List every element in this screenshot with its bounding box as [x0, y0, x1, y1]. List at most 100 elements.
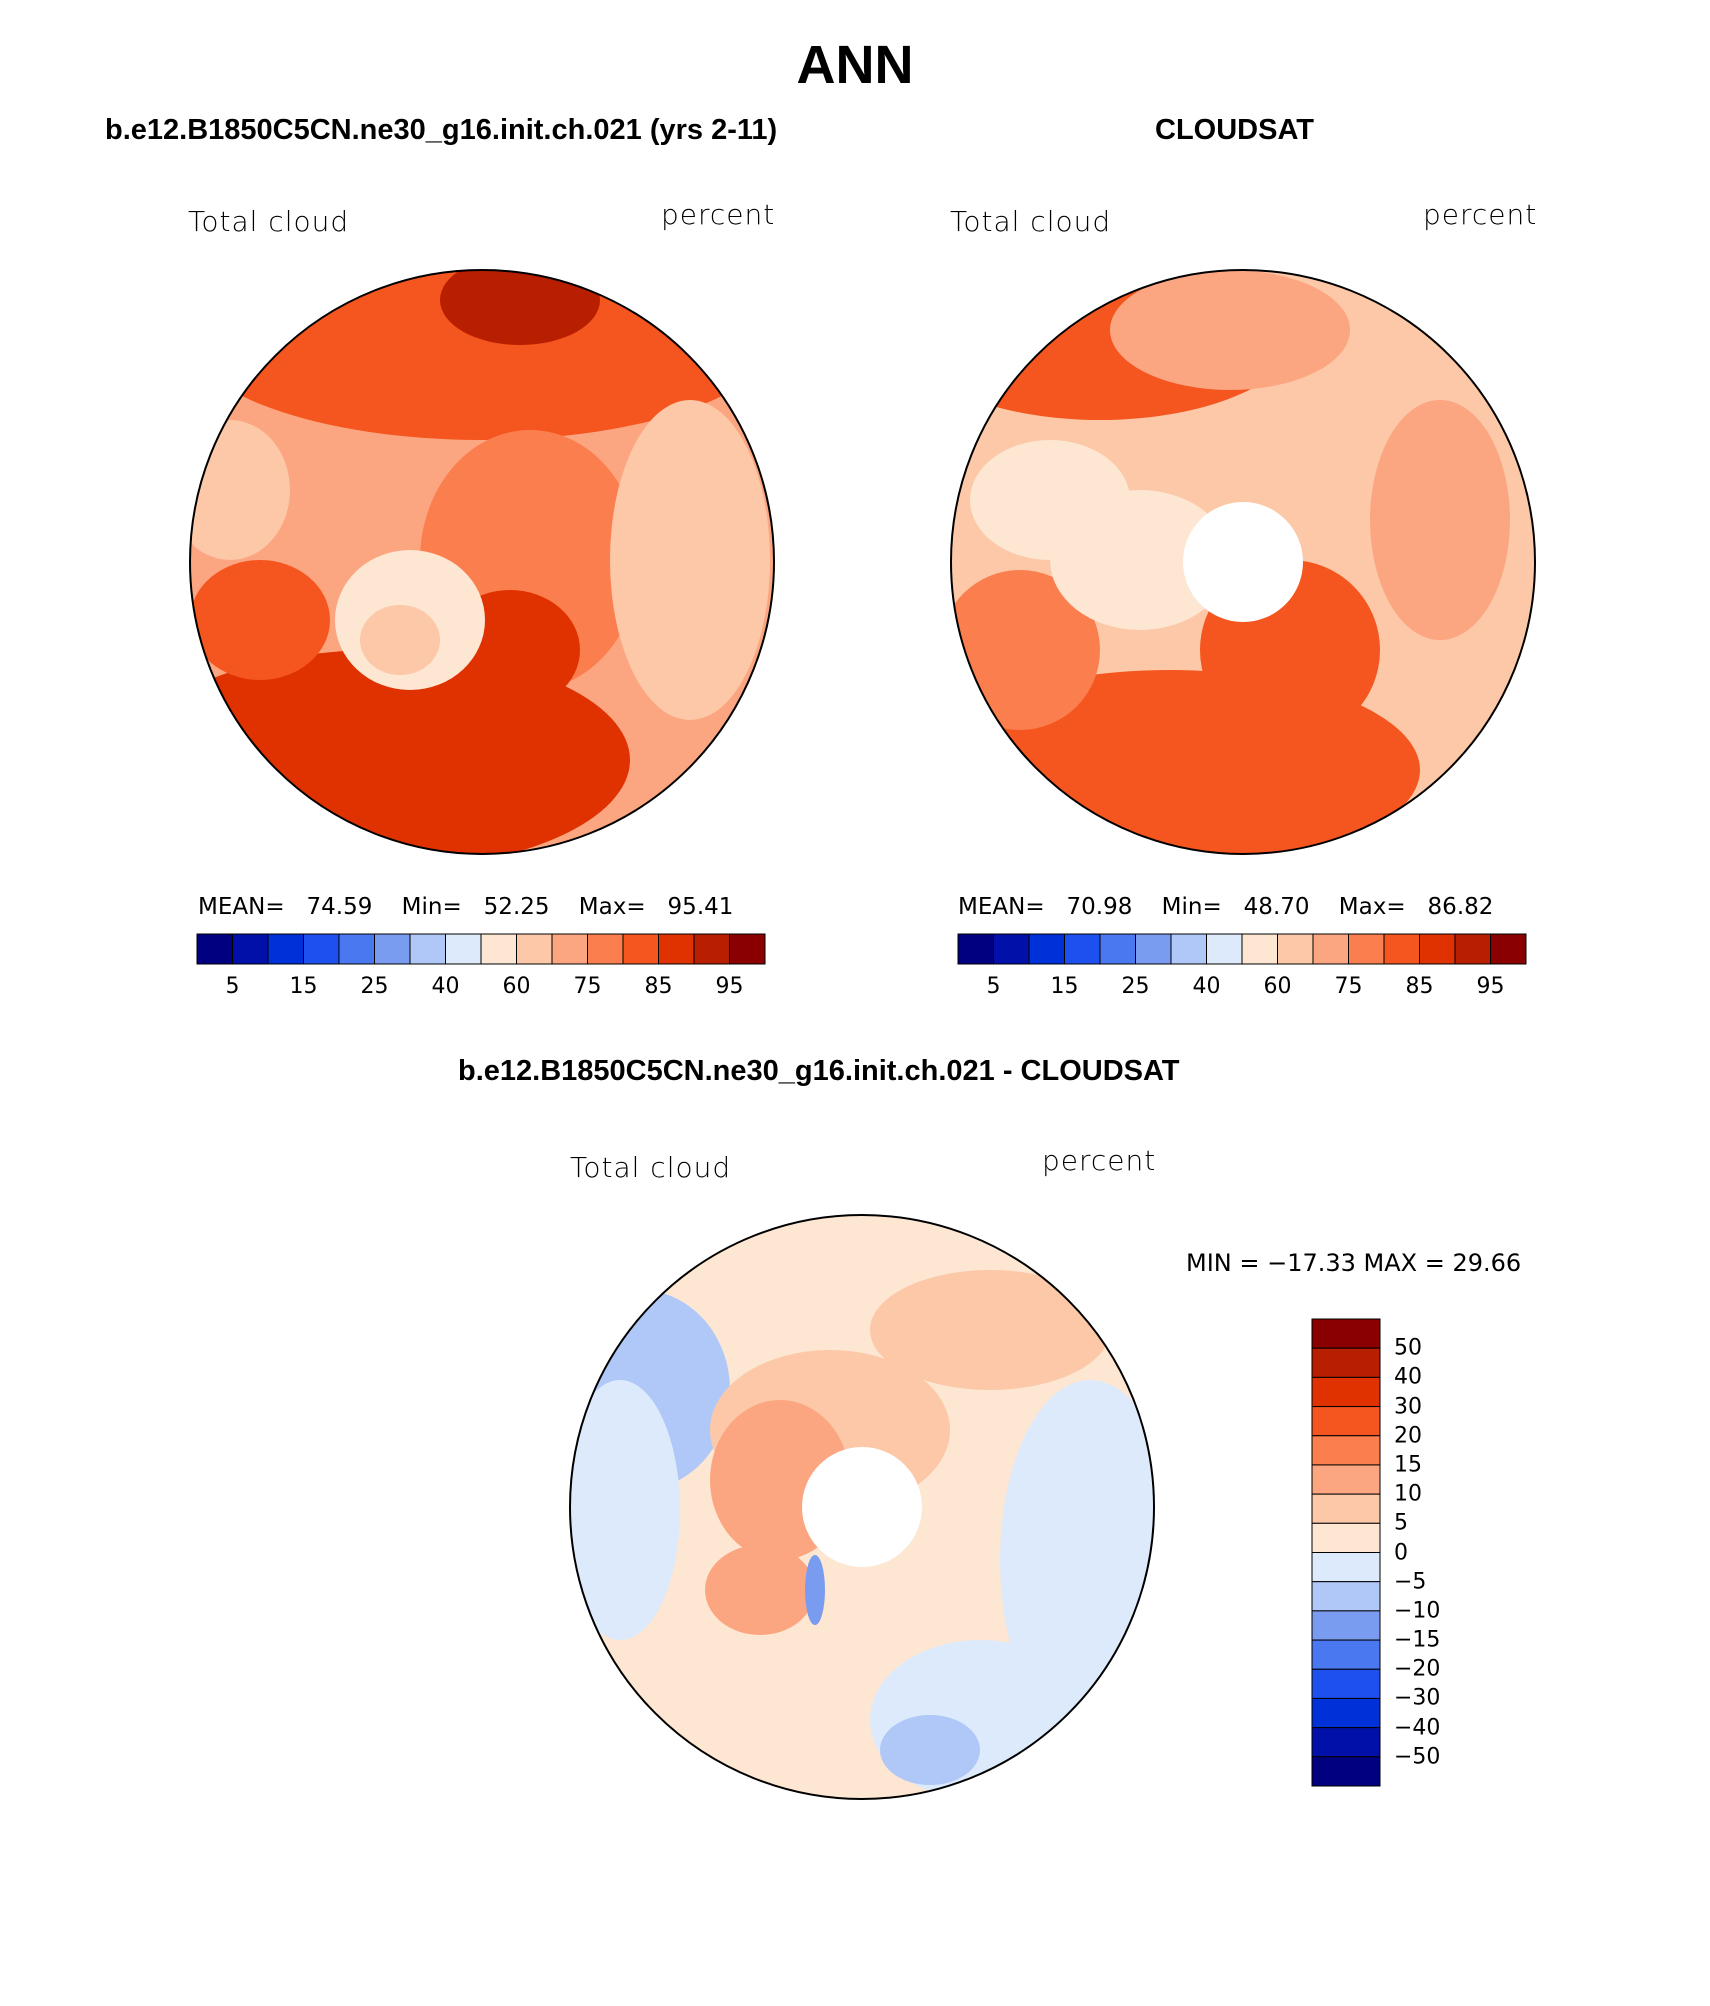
obs-colorbar-swatch: [1028, 933, 1065, 965]
obs-colorbar-swatch: [1241, 933, 1278, 965]
diff-variable-label: Total cloud: [570, 1151, 732, 1184]
model-colorbar-swatch: [374, 933, 411, 965]
model-colorbar-tick-label: 85: [644, 974, 673, 999]
model-colorbar-swatch: [409, 933, 446, 965]
diff-colorbar-swatch: [1311, 1464, 1381, 1495]
diff-colorbar-tick-label: 40: [1394, 1364, 1422, 1390]
diff-colorbar-tick-label: −15: [1394, 1627, 1441, 1653]
obs-colorbar-tick-label: 95: [1476, 974, 1505, 999]
obs-colorbar-tick-label: 60: [1263, 974, 1292, 999]
model-colorbar-swatch: [232, 933, 269, 965]
diff-panel-title: b.e12.B1850C5CN.ne30_g16.init.ch.021 - C…: [458, 1055, 1180, 1087]
model-colorbar-tick-label: 75: [573, 974, 602, 999]
obs-max-value: 86.82: [1427, 894, 1494, 920]
diff-colorbar-swatch: [1311, 1522, 1381, 1553]
diff-minmax: MIN = −17.33 MAX = 29.66: [1186, 1249, 1522, 1277]
model-panel-title: b.e12.B1850C5CN.ne30_g16.init.ch.021 (yr…: [105, 114, 778, 146]
obs-colorbar-swatch: [1490, 933, 1527, 965]
obs-colorbar-swatch: [1277, 933, 1314, 965]
model-colorbar-swatch: [445, 933, 482, 965]
diff-colorbar-swatch: [1311, 1435, 1381, 1466]
model-colorbar-swatch: [516, 933, 553, 965]
diff-colorbar-swatch: [1311, 1347, 1381, 1378]
diff-colorbar-swatch: [1311, 1756, 1381, 1787]
obs-colorbar-tick-label: 5: [986, 974, 1001, 999]
model-colorbar-swatch: [338, 933, 375, 965]
model-units-label: percent: [661, 198, 776, 231]
obs-colorbar-tick-label: 85: [1405, 974, 1434, 999]
obs-colorbar-tick-label: 40: [1192, 974, 1221, 999]
diff-colorbar-tick-label: −10: [1394, 1598, 1441, 1624]
diff-colorbar-swatch: [1311, 1581, 1381, 1612]
model-colorbar-swatch: [267, 933, 304, 965]
diff-colorbar: [1311, 1318, 1381, 1787]
diff-colorbar-tick-label: 10: [1394, 1481, 1422, 1507]
diff-colorbar-swatch: [1311, 1318, 1381, 1349]
model-colorbar-swatch: [551, 933, 588, 965]
obs-colorbar: [957, 933, 1527, 965]
diff-colorbar-swatch: [1311, 1610, 1381, 1641]
model-stats: MEAN= 74.59 Min= 52.25 Max= 95.41: [198, 894, 734, 920]
model-colorbar-swatch: [196, 933, 233, 965]
model-colorbar-swatch: [622, 933, 659, 965]
diff-colorbar-tick-label: 30: [1394, 1394, 1422, 1420]
model-colorbar-tick-label: 60: [502, 974, 531, 999]
diff-map: [569, 1214, 1155, 1800]
diff-colorbar-swatch: [1311, 1668, 1381, 1699]
obs-colorbar-tick-label: 25: [1121, 974, 1150, 999]
diff-colorbar-swatch: [1311, 1552, 1381, 1583]
diff-units-label: percent: [1042, 1144, 1157, 1177]
diff-colorbar-swatch: [1311, 1493, 1381, 1524]
diff-colorbar-tick-label: 5: [1394, 1510, 1408, 1536]
diff-colorbar-tick-label: −30: [1394, 1685, 1441, 1711]
model-mean-value: 74.59: [306, 894, 373, 920]
model-colorbar-swatch: [658, 933, 695, 965]
obs-units-label: percent: [1423, 198, 1538, 231]
obs-colorbar-tick-label: 15: [1050, 974, 1079, 999]
model-map: [189, 269, 775, 855]
model-colorbar-tick-label: 95: [715, 974, 744, 999]
diff-colorbar-swatch: [1311, 1376, 1381, 1408]
model-colorbar-tick-label: 15: [289, 974, 318, 999]
diff-colorbar-swatch: [1311, 1727, 1381, 1758]
model-colorbar: [196, 933, 766, 965]
obs-colorbar-swatch: [1170, 933, 1207, 965]
obs-colorbar-swatch: [1383, 933, 1420, 965]
obs-colorbar-swatch: [1419, 933, 1456, 965]
model-colorbar-swatch: [303, 933, 340, 965]
diff-colorbar-swatch: [1311, 1639, 1381, 1670]
obs-colorbar-swatch: [1064, 933, 1101, 965]
obs-colorbar-swatch: [1348, 933, 1385, 965]
diff-colorbar-swatch: [1311, 1697, 1381, 1729]
diff-colorbar-tick-label: 0: [1394, 1540, 1408, 1565]
diff-colorbar-tick-label: 50: [1394, 1335, 1422, 1361]
model-colorbar-swatch: [729, 933, 766, 965]
model-colorbar-tick-label: 25: [360, 974, 389, 999]
obs-colorbar-tick-label: 75: [1334, 974, 1363, 999]
model-colorbar-tick-label: 40: [431, 974, 460, 999]
model-colorbar-tick-label: 5: [225, 974, 240, 999]
diff-colorbar-tick-label: −40: [1394, 1715, 1441, 1741]
obs-colorbar-swatch: [957, 933, 994, 965]
obs-map: [950, 269, 1536, 855]
diff-colorbar-tick-label: 15: [1394, 1452, 1422, 1478]
obs-colorbar-swatch: [1454, 933, 1491, 965]
model-min-value: 52.25: [483, 894, 550, 920]
obs-variable-label: Total cloud: [950, 205, 1112, 238]
model-colorbar-swatch: [480, 933, 517, 965]
model-colorbar-swatch: [693, 933, 730, 965]
diff-colorbar-swatch: [1311, 1406, 1381, 1437]
main-title: ANN: [796, 35, 914, 95]
obs-colorbar-swatch: [1312, 933, 1349, 965]
obs-panel-title: CLOUDSAT: [1155, 114, 1314, 146]
obs-colorbar-swatch: [993, 933, 1030, 965]
obs-stats: MEAN= 70.98 Min= 48.70 Max= 86.82: [958, 894, 1494, 920]
diff-colorbar-tick-label: 20: [1394, 1423, 1422, 1449]
diff-colorbar-tick-label: −50: [1394, 1744, 1441, 1770]
obs-colorbar-swatch: [1135, 933, 1172, 965]
obs-mean-value: 70.98: [1066, 894, 1133, 920]
diff-colorbar-tick-label: −5: [1394, 1569, 1427, 1595]
model-max-value: 95.41: [667, 894, 734, 920]
diff-colorbar-tick-label: −20: [1394, 1656, 1441, 1682]
model-colorbar-swatch: [587, 933, 624, 965]
